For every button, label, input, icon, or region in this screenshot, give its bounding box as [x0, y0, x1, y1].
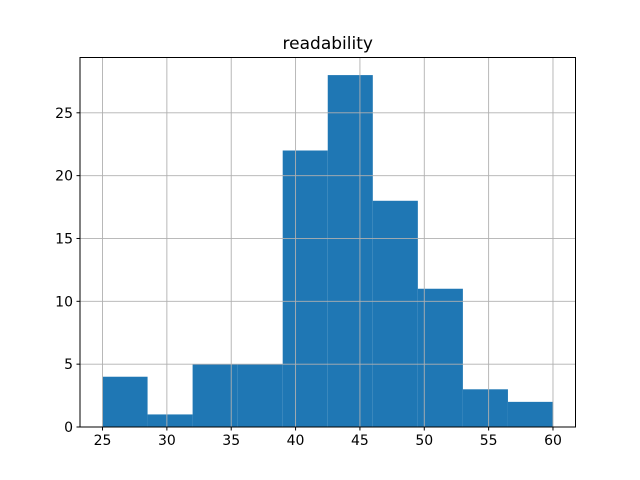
x-tick-label: 55: [480, 433, 498, 449]
x-tick-label: 25: [94, 433, 112, 449]
histogram-bar: [147, 414, 193, 427]
y-tick-label: 15: [55, 231, 73, 247]
histogram-bar: [327, 75, 373, 427]
x-tick-label: 35: [222, 433, 240, 449]
axes-frame: [79, 57, 576, 428]
histogram-bar: [507, 401, 553, 427]
grid-layer: [80, 57, 576, 428]
plot-border: [79, 57, 576, 428]
ticks-layer: 25 30 35 40 45 50 55 60 0 5 10 15 20 25: [55, 106, 562, 449]
bars-layer: [102, 75, 553, 427]
histogram-bar: [192, 364, 238, 427]
x-tick-label: 40: [287, 433, 305, 449]
y-tick-label: 20: [55, 169, 73, 185]
y-tick-label: 25: [55, 106, 73, 122]
y-tick-label: 10: [55, 294, 73, 310]
x-tick-label: 50: [415, 433, 433, 449]
histogram-bar: [372, 200, 418, 427]
y-tick-label: 5: [64, 357, 73, 373]
chart-title: readability: [283, 34, 373, 54]
x-tick-label: 60: [544, 433, 562, 449]
histogram-bar: [102, 376, 148, 427]
histogram-bar: [237, 364, 283, 427]
x-tick-label: 30: [158, 433, 176, 449]
histogram-bar: [462, 389, 508, 427]
y-tick-label: 0: [64, 420, 73, 436]
histogram-bar: [282, 150, 328, 427]
x-tick-label: 45: [351, 433, 369, 449]
histogram-bar: [417, 288, 463, 427]
